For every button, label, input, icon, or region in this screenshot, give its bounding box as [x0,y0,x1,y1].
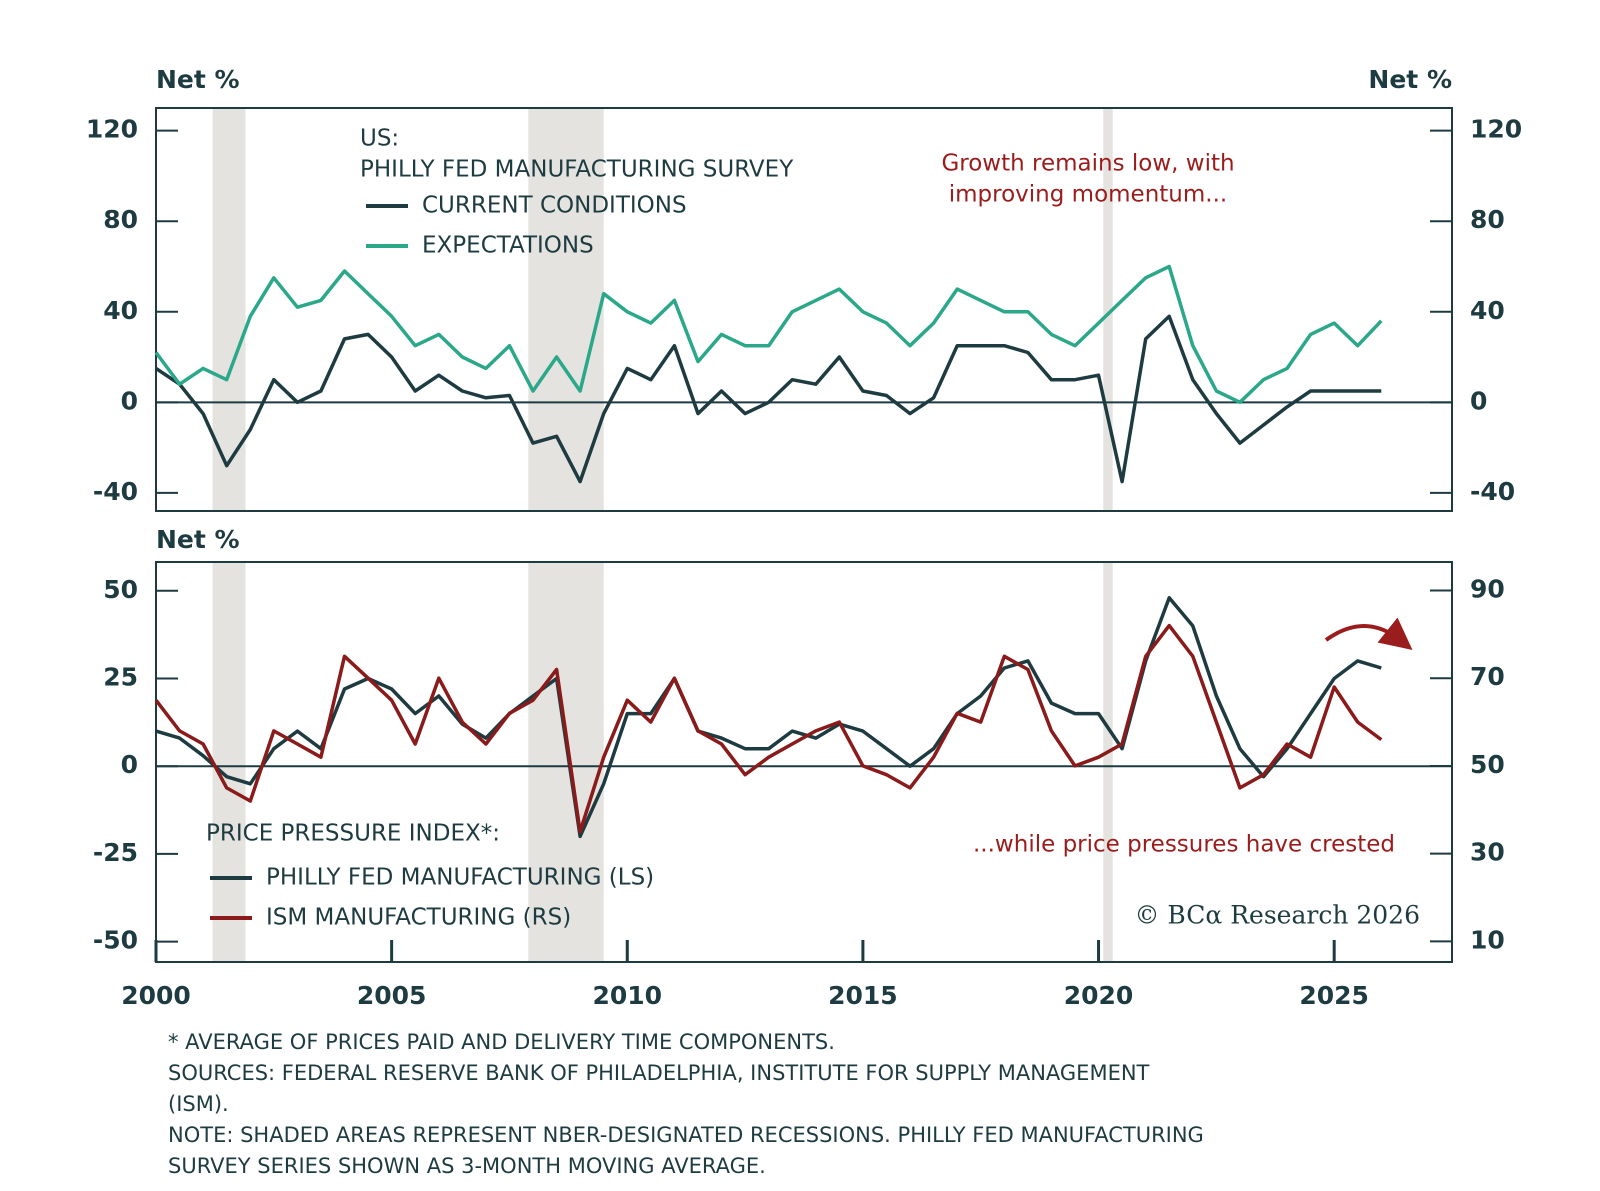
footnote: SURVEY SERIES SHOWN AS 3-MONTH MOVING AV… [168,1154,766,1178]
y-axis-label: Net % [156,525,240,554]
plot-frame [155,107,1453,512]
y-tick-label: 25 [103,662,138,691]
y-tick-label: -25 [93,838,138,867]
x-tick-label: 2000 [121,981,191,1010]
legend-label: EXPECTATIONS [422,233,594,259]
y-tick-label: -40 [93,477,138,506]
y2-tick-label: 0 [1470,386,1487,415]
annotation: Growth remains low, with [941,151,1234,177]
legend-label: CURRENT CONDITIONS [422,193,687,219]
y2-axis-label: Net % [1368,65,1452,94]
footnote: (ISM). [168,1092,229,1116]
recession-band [528,108,604,511]
annotation-arrow [1324,617,1413,650]
plot-frame [155,561,1453,963]
footnote: SOURCES: FEDERAL RESERVE BANK OF PHILADE… [168,1061,1150,1085]
x-tick-label: 2020 [1064,981,1134,1010]
series-line [154,264,1383,405]
y2-tick-label: 10 [1470,925,1505,954]
recession-band [1103,108,1113,511]
y-axis-label: Net % [156,65,240,94]
y2-tick-label: 80 [1470,205,1505,234]
y2-tick-label: 90 [1470,575,1505,604]
series-line [154,623,1383,834]
recession-band [528,562,604,962]
y2-tick-label: 30 [1470,838,1505,867]
y-tick-label: 0 [121,386,138,415]
series-line [155,596,1382,839]
y2-tick-label: -40 [1470,477,1515,506]
legend-label: ISM MANUFACTURING (RS) [266,905,571,931]
recession-band [1103,562,1113,962]
recession-band [212,562,246,962]
x-tick-label: 2005 [357,981,427,1010]
y2-tick-label: 120 [1470,115,1522,144]
legend-title: PHILLY FED MANUFACTURING SURVEY [360,157,794,183]
y2-tick-label: 40 [1470,296,1505,325]
x-tick-label: 2025 [1299,981,1369,1010]
y-tick-label: -50 [93,926,138,955]
legend-label: PHILLY FED MANUFACTURING (LS) [266,865,654,891]
y-tick-label: 80 [103,205,138,234]
annotation: ...while price pressures have crested [973,832,1395,858]
y2-tick-label: 70 [1470,662,1505,691]
legend-title: US: [360,126,399,152]
y-tick-label: 40 [103,296,138,325]
x-tick-label: 2010 [592,981,662,1010]
y2-tick-label: 50 [1470,750,1505,779]
annotation: improving momentum... [949,182,1227,208]
footnote: * AVERAGE OF PRICES PAID AND DELIVERY TI… [168,1030,835,1054]
y-tick-label: 120 [86,115,138,144]
series-line [155,314,1382,484]
y-tick-label: 0 [121,750,138,779]
copyright: © BCα Research 2026 [1134,901,1420,930]
footnote: NOTE: SHADED AREAS REPRESENT NBER-DESIGN… [168,1123,1204,1147]
legend-title: PRICE PRESSURE INDEX*: [206,821,500,847]
recession-band [212,108,246,511]
y-tick-label: 50 [103,575,138,604]
x-tick-label: 2015 [828,981,898,1010]
